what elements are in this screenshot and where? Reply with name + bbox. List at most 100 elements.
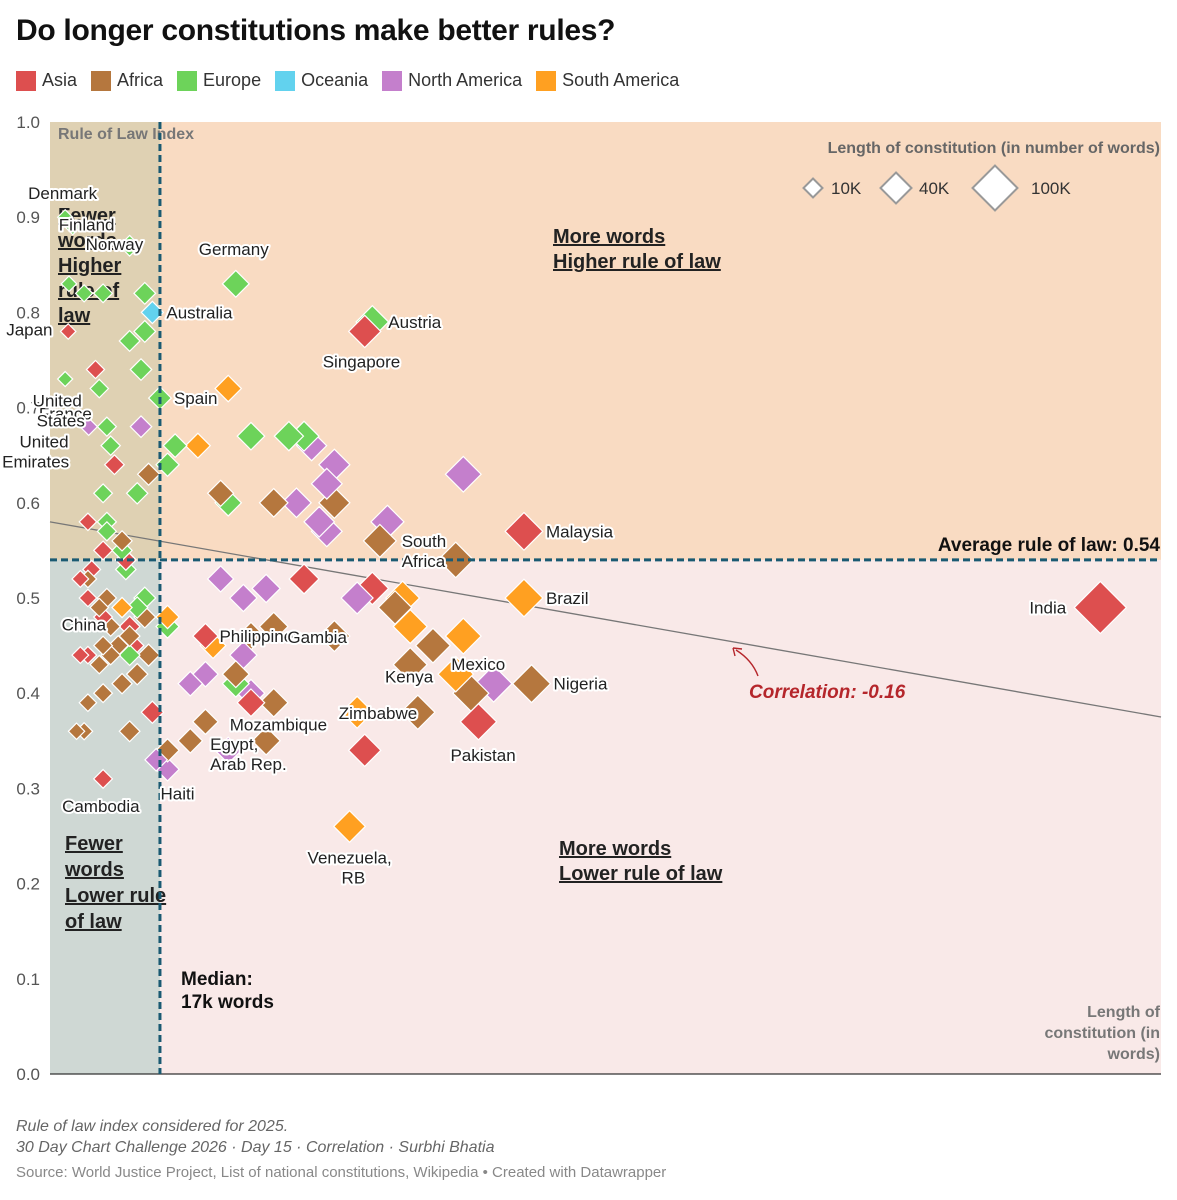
- point-label-halo: Philippines: [219, 627, 301, 646]
- data-point: [60, 275, 78, 293]
- data-point: [347, 733, 382, 768]
- point-label-halo: Norway: [86, 235, 144, 254]
- legend-swatch: [536, 70, 557, 91]
- point-label-halo: United: [19, 433, 68, 452]
- data-point: [129, 415, 153, 439]
- quadrant-label-bottom-left: Lower rule: [65, 885, 166, 907]
- data-point: [67, 722, 86, 741]
- point-label: Australia: [166, 303, 233, 322]
- data-point: [236, 421, 266, 451]
- point-label: Kenya: [385, 668, 434, 687]
- data-point: [192, 622, 219, 650]
- point-label-halo: United: [33, 392, 82, 411]
- data-point: [177, 670, 204, 697]
- y-tick-label: 0.8: [16, 303, 40, 322]
- legend-label: Europe: [203, 70, 262, 90]
- point-label: Africa: [402, 552, 446, 571]
- point-label-halo: Mozambique: [230, 716, 327, 735]
- scatter-chart: 0.0 0.1 0.2 0.3 0.4 0.5 0.6 0.7 0.8 0.9 1.0 Rule of…: [0, 113, 1162, 1084]
- data-point: [89, 597, 110, 618]
- point-label: Pakistan: [450, 746, 515, 765]
- average-label: Average rule of law: 0.54: [938, 535, 1161, 556]
- data-point: [111, 672, 133, 695]
- point-label: Austria: [388, 313, 441, 332]
- point-label: India: [1029, 599, 1066, 618]
- legend-label: Oceania: [301, 70, 369, 90]
- point-label: Zimbabwe: [339, 704, 417, 723]
- note-line: 30 Day Chart Challenge 2026 · Day 15 · C…: [16, 1139, 495, 1156]
- data-point: [214, 736, 243, 765]
- data-point: [437, 655, 475, 693]
- data-point: [136, 462, 161, 487]
- y-tick-label: 0.0: [16, 1065, 40, 1084]
- point-label: South: [402, 532, 446, 551]
- point-label: RB: [342, 868, 366, 887]
- y-tick-label: 1.0: [16, 113, 40, 132]
- data-point: [78, 588, 98, 608]
- data-point: [125, 662, 149, 686]
- size-legend-diamond: [802, 177, 824, 199]
- data-point: [92, 283, 114, 304]
- data-point: [96, 416, 118, 437]
- quadrant-label-bottom-left: of law: [65, 911, 122, 933]
- point-label-halo: Finland: [59, 216, 115, 235]
- data-point: [56, 208, 74, 226]
- data-point: [251, 725, 282, 756]
- data-point: [177, 727, 204, 754]
- y-tick-label: 0.5: [16, 589, 40, 608]
- point-label: Venezuela,: [308, 848, 392, 867]
- data-point: [318, 619, 351, 653]
- data-point: [92, 483, 114, 504]
- chart-title: Do longer constitutions make better rule…: [16, 14, 616, 47]
- quadrant-bottom-left: [50, 559, 160, 1074]
- legend-swatch: [275, 70, 296, 91]
- point-label: Brazil: [546, 589, 589, 608]
- data-point: [78, 693, 98, 713]
- data-point: [192, 708, 219, 736]
- data-point: [504, 578, 544, 618]
- data-point: [392, 646, 428, 683]
- quadrant-bottom-right: [159, 559, 1161, 1074]
- point-label-halo: Pakistan: [450, 746, 515, 765]
- data-point: [133, 281, 157, 306]
- x-axis-title: Length of: [1087, 1004, 1161, 1021]
- data-point: [118, 329, 141, 353]
- data-point: [118, 234, 141, 257]
- data-point: [125, 596, 149, 619]
- size-legend-diamond: [879, 171, 913, 205]
- point-label: Mexico: [451, 655, 505, 674]
- point-label: Gambia: [287, 628, 347, 647]
- data-point: [414, 627, 452, 664]
- quadrant-label-bottom-right: More words: [559, 838, 671, 860]
- point-label-halo: Malaysia: [546, 522, 614, 541]
- point-label-halo: Brazil: [546, 589, 589, 608]
- data-point: [129, 357, 153, 382]
- data-point: [504, 511, 544, 552]
- point-label: Finland: [59, 216, 115, 235]
- correlation-label: Correlation: -0.16: [749, 682, 906, 703]
- data-point: [444, 455, 482, 493]
- data-point: [78, 512, 98, 532]
- data-point: [1073, 580, 1128, 635]
- data-point: [111, 529, 133, 552]
- data-point: [332, 809, 367, 844]
- y-axis-title: Rule of Law Index: [58, 126, 194, 143]
- point-label: Arab Rep.: [210, 755, 287, 774]
- point-label-halo: India: [1029, 599, 1066, 618]
- data-point: [347, 314, 382, 349]
- data-point: [258, 487, 289, 518]
- note-line: Rule of law index considered for 2025.: [16, 1118, 289, 1135]
- data-point: [206, 479, 235, 508]
- point-label: France: [39, 405, 92, 424]
- median-label: Median:: [181, 969, 253, 990]
- size-legend-diamond: [971, 164, 1019, 212]
- point-label-halo: France: [39, 405, 92, 424]
- data-point: [310, 467, 343, 500]
- data-point: [92, 683, 114, 704]
- legend-swatch: [16, 70, 36, 91]
- point-label-halo: Austria: [388, 313, 441, 332]
- data-point: [288, 563, 320, 595]
- quadrant-label-bottom-left: words: [64, 859, 124, 881]
- chart-notes: Rule of law index considered for 2025. 3…: [16, 1116, 494, 1158]
- y-tick-label: 0.9: [16, 208, 40, 227]
